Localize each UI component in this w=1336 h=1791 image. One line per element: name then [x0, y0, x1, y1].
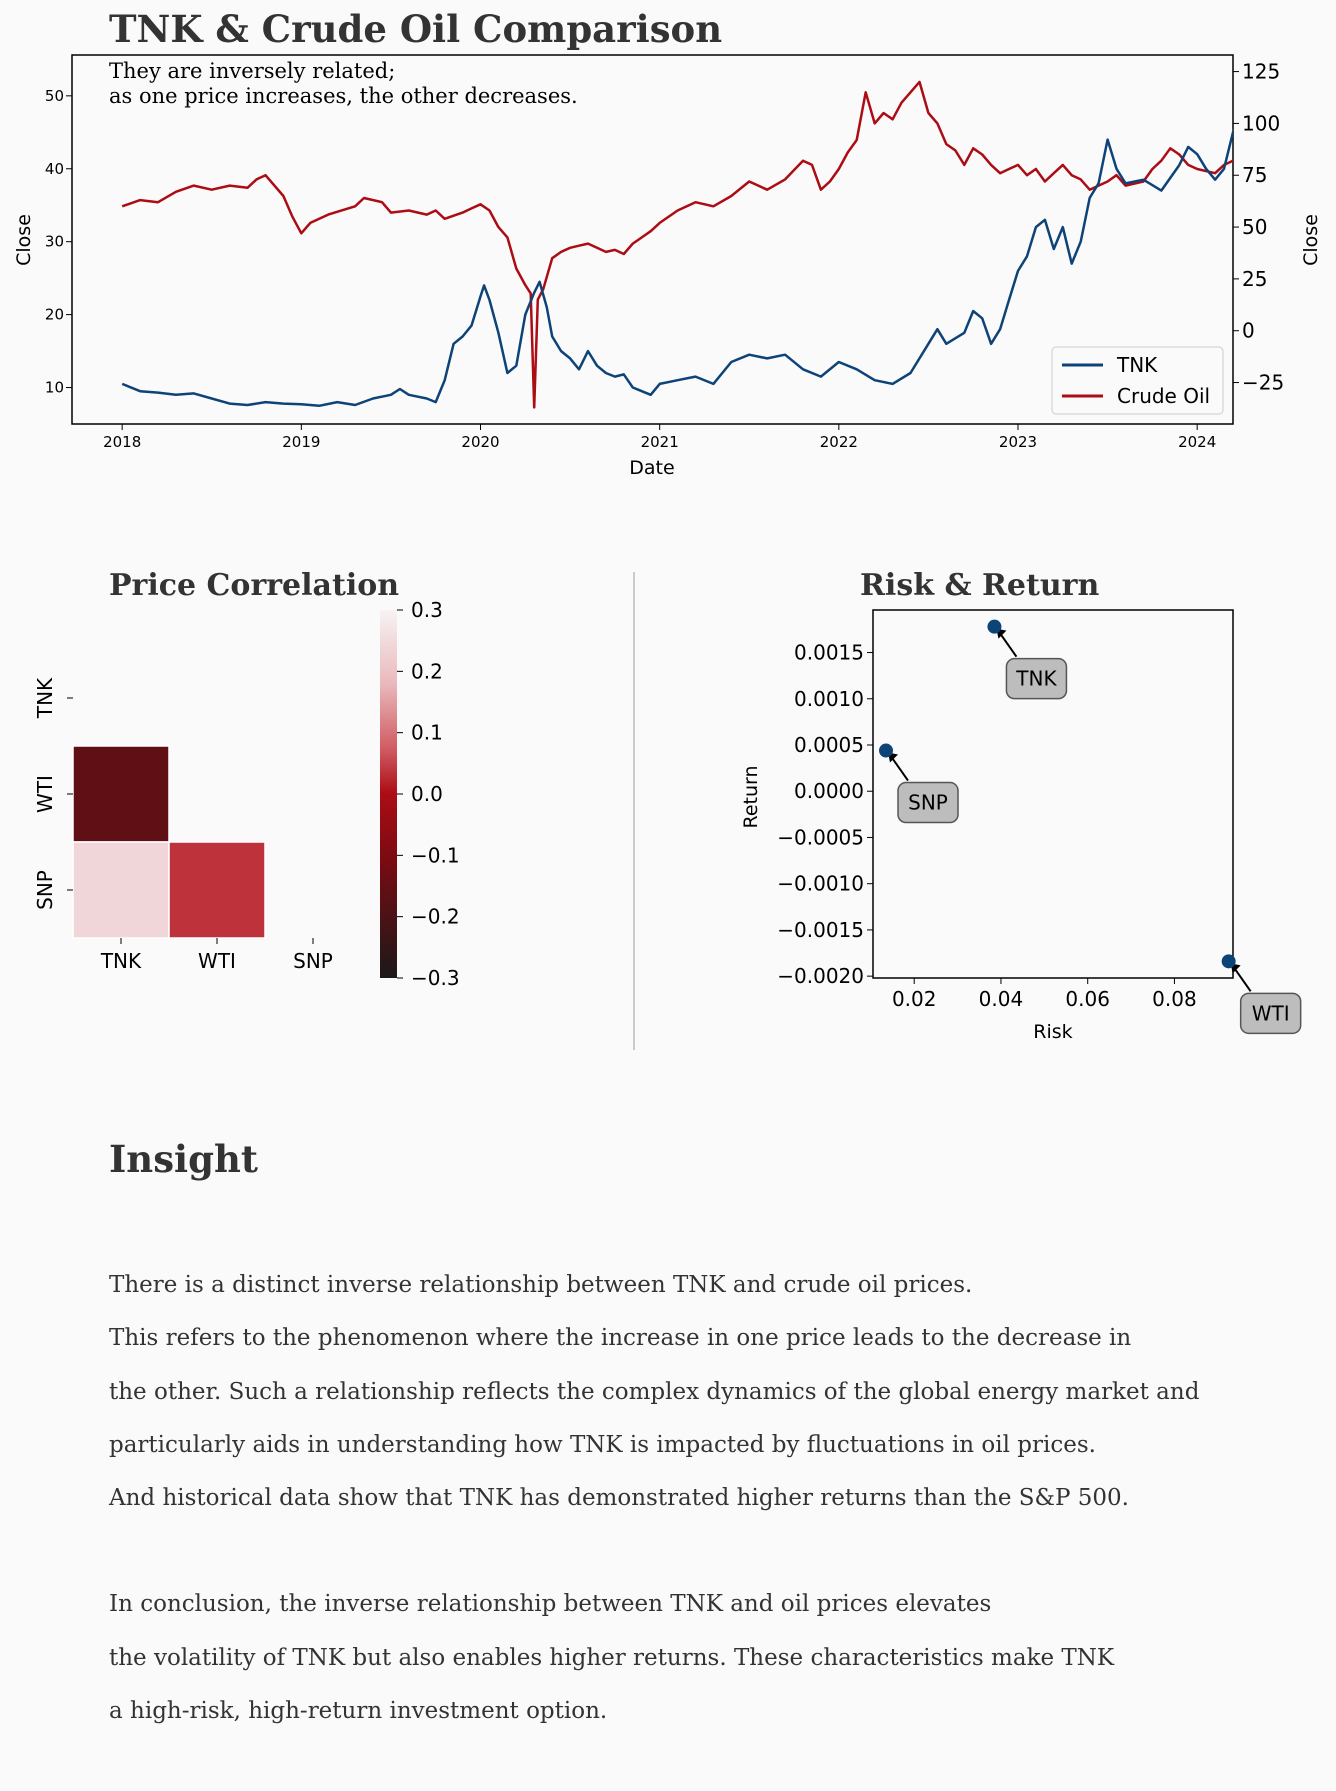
y-left-tick-label: 10 — [45, 379, 64, 397]
legend-label-tnk: TNK — [1116, 353, 1158, 377]
insight-line: And historical data show that TNK has de… — [108, 1485, 1129, 1511]
annotation-label-wti: WTI — [1252, 1001, 1290, 1025]
scatter-x-tick-label: 0.06 — [1065, 987, 1110, 1011]
scatter-points: TNK SNP WTI — [879, 619, 1302, 1035]
colorbar-ticks: 0.3 0.2 0.1 0.0 −0.1 −0.2 −0.3 — [397, 598, 460, 990]
series-line-tnk — [121, 128, 1233, 408]
scatter-y-tick-label: 0.0005 — [794, 733, 864, 757]
scatter-y-ticks: 0.0015 0.0010 0.0005 0.0000 −0.0005 −0.0010 −0… — [777, 641, 873, 988]
insight-heading: Insight — [109, 1137, 258, 1181]
scatter-point-tnk — [987, 619, 1002, 634]
insight-line: the volatility of TNK but also enables h… — [109, 1645, 1115, 1671]
y-left-tick-label: 30 — [45, 233, 64, 251]
y-axis-left-label: Close — [13, 214, 35, 266]
heatmap-cell-wti-tnk — [72, 745, 170, 843]
series-line-crude-oil — [121, 80, 1233, 409]
insight-line: In conclusion, the inverse relationship … — [109, 1591, 991, 1617]
y-right-tick-label: 75 — [1242, 163, 1267, 187]
scatter-x-ticks: 0.02 0.04 0.06 0.08 — [892, 978, 1197, 1011]
y-left-tick-label: 50 — [45, 87, 64, 105]
x-tick-label: 2021 — [641, 433, 679, 451]
heatmap-row-label: SNP — [33, 870, 57, 910]
colorbar-tick-label: −0.2 — [411, 905, 460, 929]
correlation-heatmap: TNK WTI SNP TNK WTI SNP — [33, 677, 333, 973]
annotation-label-tnk: TNK — [1015, 667, 1057, 691]
scatter-title: Risk & Return — [860, 568, 1099, 603]
scatter-x-tick-label: 0.08 — [1152, 987, 1197, 1011]
y-left-tick-label: 40 — [45, 160, 64, 178]
colorbar-tick-label: 0.3 — [411, 598, 443, 622]
x-tick-label: 2024 — [1178, 433, 1216, 451]
scatter-y-label: Return — [740, 765, 762, 828]
scatter-point-snp — [879, 743, 894, 758]
colorbar-tick-label: 0.1 — [411, 721, 443, 745]
y-axis-left-ticks: 10 20 30 40 50 — [45, 87, 72, 397]
main-title: TNK & Crude Oil Comparison — [109, 7, 722, 51]
insight-line: particularly aids in understanding how T… — [109, 1432, 1096, 1458]
colorbar-tick-label: 0.0 — [411, 782, 443, 806]
heatmap-cell-snp-wti — [168, 841, 266, 939]
heatmap-cell-snp-tnk — [72, 841, 170, 939]
colorbar-tick-label: −0.3 — [411, 966, 460, 990]
scatter-y-tick-label: −0.0010 — [777, 872, 864, 896]
scatter-y-tick-label: 0.0000 — [794, 779, 864, 803]
insight-paragraph-2: In conclusion, the inverse relationship … — [109, 1591, 1115, 1724]
insight-line: There is a distinct inverse relationship… — [109, 1272, 972, 1298]
scatter-y-tick-label: −0.0020 — [777, 964, 864, 988]
heatmap-col-label: SNP — [293, 949, 333, 973]
legend: TNK Crude Oil — [1051, 346, 1224, 415]
x-tick-label: 2020 — [461, 433, 499, 451]
x-tick-label: 2023 — [999, 433, 1037, 451]
insight-line: a high-risk, high-return investment opti… — [109, 1698, 607, 1724]
subtitle-line-1: They are inversely related; — [109, 59, 395, 83]
y-right-tick-label: 50 — [1242, 215, 1267, 239]
insight-line: This refers to the phenomenon where the … — [109, 1325, 1131, 1351]
heatmap-row-label: WTI — [33, 775, 57, 813]
heatmap-row-label: TNK — [33, 677, 57, 719]
y-right-tick-label: 100 — [1242, 111, 1280, 135]
colorbar-tick-label: −0.1 — [411, 843, 460, 867]
heatmap-col-label: TNK — [100, 949, 142, 973]
x-tick-label: 2019 — [282, 433, 320, 451]
heatmap-title: Price Correlation — [109, 568, 399, 603]
x-axis-label: Date — [629, 457, 674, 479]
scatter-point-wti — [1221, 954, 1236, 969]
scatter-y-tick-label: −0.0015 — [777, 918, 864, 942]
scatter-y-tick-label: 0.0015 — [794, 641, 864, 665]
annotation-box-snp — [897, 781, 959, 824]
scatter-x-tick-label: 0.02 — [892, 987, 937, 1011]
line-chart: 2018 2019 2020 2021 2022 2023 2024 1020304050 … — [13, 54, 1322, 479]
x-axis-ticks: 2018 2019 2020 2021 2022 2023 2024 — [103, 424, 1216, 451]
scatter-x-tick-label: 0.04 — [979, 987, 1024, 1011]
y-right-tick-label: 25 — [1242, 267, 1267, 291]
heatmap-col-label: WTI — [198, 949, 236, 973]
annotation-box-wti — [1239, 992, 1302, 1035]
insight-paragraph-1: There is a distinct inverse relationship… — [108, 1272, 1200, 1511]
scatter-y-tick-label: −0.0005 — [777, 825, 864, 849]
x-tick-label: 2018 — [103, 433, 141, 451]
line-chart-series — [121, 80, 1233, 409]
scatter-y-tick-label: 0.0010 — [794, 687, 864, 711]
legend-label-crude-oil: Crude Oil — [1117, 384, 1210, 408]
scatter-x-label: Risk — [1033, 1021, 1072, 1043]
colorbar-tick-label: 0.2 — [411, 659, 443, 683]
annotation-box-tnk — [1005, 657, 1068, 700]
y-axis-right-label: Close — [1300, 214, 1322, 266]
annotation-label-snp: SNP — [908, 791, 948, 815]
insight-line: the other. Such a relationship reflects … — [109, 1379, 1200, 1405]
y-right-tick-label: 125 — [1242, 60, 1280, 84]
y-right-tick-label: 0 — [1242, 319, 1255, 343]
colorbar — [380, 610, 397, 978]
subtitle-line-2: as one price increases, the other decrea… — [109, 84, 578, 108]
y-left-tick-label: 20 — [45, 306, 64, 324]
x-tick-label: 2022 — [820, 433, 858, 451]
y-axis-right-ticks: −25 0 25 50 75 100 125 — [1233, 60, 1284, 395]
risk-return-scatter: 0.02 0.04 0.06 0.08 0.0015 0.0010 0.0005 0.000… — [740, 609, 1302, 1043]
y-right-tick-label: −25 — [1242, 371, 1284, 395]
line-chart-frame — [71, 54, 1234, 425]
